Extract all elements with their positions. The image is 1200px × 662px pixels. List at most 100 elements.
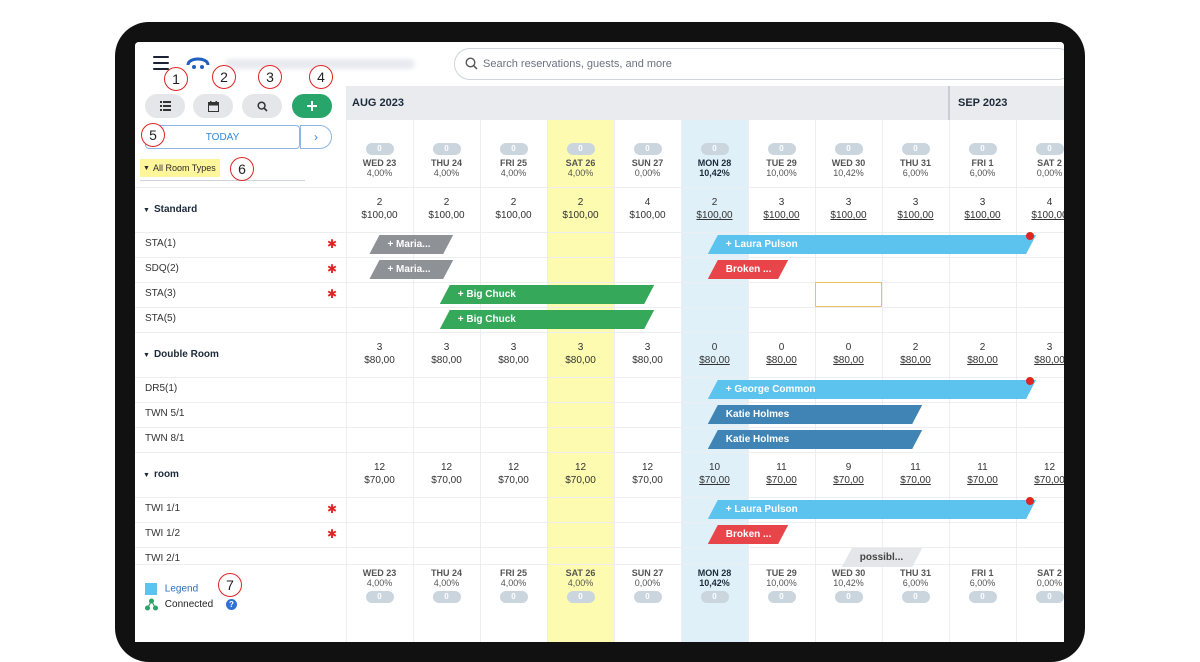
availability-cell[interactable]: 2 $100,00: [480, 196, 547, 222]
room-label[interactable]: STA(3): [145, 288, 176, 299]
availability-cell[interactable]: 2 $100,00: [547, 196, 614, 222]
room-label[interactable]: TWI 1/2: [145, 528, 181, 539]
occupancy-pill: 0: [949, 591, 1016, 603]
day-header[interactable]: 0 MON 28 10,42%: [681, 143, 748, 178]
availability-cell[interactable]: 12 $70,00: [1016, 461, 1064, 487]
room-label[interactable]: SDQ(2): [145, 263, 179, 274]
availability-cell[interactable]: 2 $100,00: [681, 196, 748, 222]
help-icon[interactable]: ?: [225, 599, 237, 610]
availability-cell[interactable]: 11 $70,00: [748, 461, 815, 487]
annotation-badge: 5: [141, 123, 165, 147]
day-header[interactable]: 0 THU 24 4,00%: [413, 143, 480, 178]
availability-cell[interactable]: 2 $80,00: [882, 341, 949, 367]
availability-cell[interactable]: 0 $80,00: [681, 341, 748, 367]
availability-cell[interactable]: 4 $100,00: [1016, 196, 1064, 222]
add-reservation-button[interactable]: [292, 94, 332, 118]
reservation-bar[interactable]: + Laura Pulson: [708, 500, 1036, 519]
day-header[interactable]: 0 FRI 1 6,00%: [949, 143, 1016, 178]
day-header[interactable]: 0 SAT 2 0,00%: [1016, 143, 1064, 178]
reservation-bar[interactable]: + Maria...: [369, 235, 453, 254]
room-group-room[interactable]: ▼ room: [143, 469, 179, 480]
availability-cell[interactable]: 12 $70,00: [346, 461, 413, 487]
availability-cell[interactable]: 11 $70,00: [882, 461, 949, 487]
day-header[interactable]: 0 FRI 25 4,00%: [480, 143, 547, 178]
day-header[interactable]: 0 WED 23 4,00%: [346, 143, 413, 178]
availability-cell[interactable]: 2 $100,00: [346, 196, 413, 222]
availability-cell[interactable]: 3 $80,00: [346, 341, 413, 367]
occupancy-pill: 0: [681, 143, 748, 155]
room-price: $80,00: [766, 355, 797, 366]
row-divider: [135, 377, 1064, 378]
reservation-bar[interactable]: Broken ...: [708, 260, 788, 279]
day-footer: MON 28 10,42% 0: [681, 568, 748, 603]
count-badge: 0: [365, 591, 394, 603]
day-header[interactable]: 0 THU 31 6,00%: [882, 143, 949, 178]
menu-icon[interactable]: [153, 56, 169, 70]
reservation-bar[interactable]: + Big Chuck: [440, 310, 654, 329]
availability-cell[interactable]: 0 $80,00: [748, 341, 815, 367]
availability-cell[interactable]: 2 $80,00: [949, 341, 1016, 367]
day-footer: TUE 29 10,00% 0: [748, 568, 815, 603]
search-button[interactable]: [242, 94, 282, 118]
availability-cell[interactable]: 3 $80,00: [614, 341, 681, 367]
day-header[interactable]: 0 TUE 29 10,00%: [748, 143, 815, 178]
availability-cell[interactable]: 4 $100,00: [614, 196, 681, 222]
reservation-bar[interactable]: Katie Holmes: [708, 430, 922, 449]
room-price: $100,00: [763, 210, 800, 221]
today-button[interactable]: TODAY: [145, 125, 300, 149]
reservation-bar[interactable]: + Laura Pulson: [708, 235, 1036, 254]
availability-cell[interactable]: 3 $80,00: [413, 341, 480, 367]
availability-cell[interactable]: 9 $70,00: [815, 461, 882, 487]
reservation-label: possibl...: [859, 552, 904, 563]
availability-cell[interactable]: 3 $100,00: [882, 196, 949, 222]
room-label[interactable]: TWI 2/1: [145, 553, 181, 564]
room-label[interactable]: TWN 5/1: [145, 408, 185, 419]
reservation-bar[interactable]: + George Common: [708, 380, 1036, 399]
room-label[interactable]: STA(5): [145, 313, 176, 324]
day-name: FRI 25: [499, 568, 527, 578]
count-badge: 0: [365, 143, 394, 155]
availability-cell[interactable]: 12 $70,00: [413, 461, 480, 487]
reservation-bar[interactable]: Broken ...: [708, 525, 788, 544]
availability-cell[interactable]: 3 $100,00: [815, 196, 882, 222]
dirty-room-icon: ✱: [327, 527, 338, 541]
selected-cell[interactable]: [815, 282, 882, 307]
availability-cell[interactable]: 3 $80,00: [480, 341, 547, 367]
room-price: $70,00: [833, 475, 864, 486]
day-header[interactable]: 0 WED 30 10,42%: [815, 143, 882, 178]
room-group-standard[interactable]: ▼ Standard: [143, 204, 197, 215]
availability-cell[interactable]: 2 $100,00: [413, 196, 480, 222]
room-label[interactable]: TWI 1/1: [145, 503, 181, 514]
availability-cell[interactable]: 3 $80,00: [547, 341, 614, 367]
availability-cell[interactable]: 12 $70,00: [480, 461, 547, 487]
availability-cell[interactable]: 3 $100,00: [748, 196, 815, 222]
legend-link[interactable]: Legend: [145, 583, 198, 595]
room-label[interactable]: STA(1): [145, 238, 176, 249]
availability-cell[interactable]: 10 $70,00: [681, 461, 748, 487]
list-view-button[interactable]: [145, 94, 185, 118]
search-icon: [465, 57, 478, 70]
availability-cell[interactable]: 11 $70,00: [949, 461, 1016, 487]
room-types-filter[interactable]: ▼ All Room Types: [140, 159, 220, 177]
caret-down-icon: ▼: [143, 164, 150, 172]
calendar-view-button[interactable]: [193, 94, 233, 118]
reservation-bar[interactable]: + Big Chuck: [440, 285, 654, 304]
room-label[interactable]: TWN 8/1: [145, 433, 185, 444]
reservation-bar[interactable]: Katie Holmes: [708, 405, 922, 424]
availability-cell[interactable]: 0 $80,00: [815, 341, 882, 367]
day-header[interactable]: 0 SAT 26 4,00%: [547, 143, 614, 178]
reservation-bar[interactable]: possibl...: [842, 548, 922, 567]
room-group-double-room[interactable]: ▼ Double Room: [143, 349, 219, 360]
reservation-label: + Laura Pulson: [725, 504, 798, 515]
reservation-label: + George Common: [725, 384, 816, 395]
availability-cell[interactable]: 3 $100,00: [949, 196, 1016, 222]
reservation-bar[interactable]: + Maria...: [369, 260, 453, 279]
availability-cell[interactable]: 12 $70,00: [614, 461, 681, 487]
availability-cell[interactable]: 12 $70,00: [547, 461, 614, 487]
occupancy-percent: 10,00%: [766, 168, 797, 178]
room-label[interactable]: DR5(1): [145, 383, 178, 394]
search-input[interactable]: Search reservations, guests, and more: [454, 48, 1064, 80]
next-button[interactable]: ›: [300, 125, 332, 149]
day-header[interactable]: 0 SUN 27 0,00%: [614, 143, 681, 178]
availability-cell[interactable]: 3 $80,00: [1016, 341, 1064, 367]
